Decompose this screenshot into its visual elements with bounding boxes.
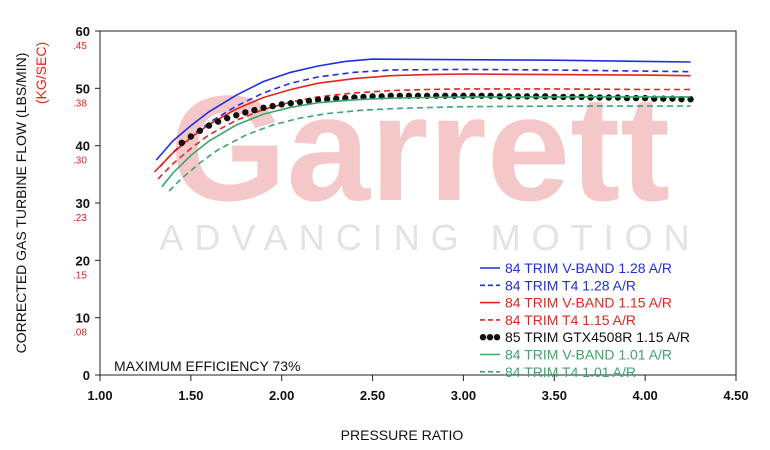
- legend-label: 84 TRIM T4 1.28 A/R: [505, 277, 636, 293]
- legend-label: 84 TRIM V-BAND 1.28 A/R: [505, 260, 672, 276]
- x-tick-label: 4.50: [723, 388, 748, 403]
- x-tick-label: 1.00: [87, 388, 112, 403]
- data-point: [369, 93, 376, 100]
- data-point: [178, 139, 185, 146]
- data-point: [196, 127, 204, 134]
- data-point: [623, 94, 631, 102]
- data-point: [296, 98, 304, 106]
- series-line-1: [159, 68, 691, 168]
- data-point: [632, 94, 640, 102]
- x-axis-ticks: 1.00 1.50 2.00 2.50 3.00 3.50 4.00 4.50: [87, 375, 749, 403]
- data-point: [305, 97, 313, 105]
- legend-label: 84 TRIM T4 1.15 A/R: [505, 312, 636, 328]
- y-tick-label: 20: [76, 253, 90, 268]
- legend-marker-dot: [486, 334, 494, 341]
- x-tick-label: 1.50: [178, 388, 203, 403]
- data-point: [333, 95, 340, 102]
- data-point: [242, 109, 249, 116]
- x-tick-label: 4.00: [632, 388, 657, 403]
- y-tick-label-secondary: .38: [73, 98, 87, 109]
- x-tick-label: 2.50: [360, 388, 385, 403]
- series-line-0: [155, 58, 691, 161]
- series-line-5: [161, 96, 691, 188]
- data-point: [251, 106, 258, 114]
- data-point: [641, 94, 649, 102]
- data-point: [487, 92, 494, 99]
- y-tick-label-secondary: .08: [73, 328, 87, 339]
- legend-label: 85 TRIM GTX4508R 1.15 A/R: [505, 329, 690, 345]
- y-tick-label-secondary: .15: [73, 270, 87, 281]
- data-point: [278, 101, 285, 108]
- y-tick-label-secondary: .23: [73, 213, 87, 224]
- x-tick-label: 2.00: [269, 388, 294, 403]
- data-point: [460, 92, 467, 99]
- watermark: Garrett ADVANCING MOTION: [159, 64, 700, 258]
- data-point: [269, 102, 276, 110]
- y-axis-title: CORRECTED GAS TURBINE FLOW (LBS/MIN): [13, 53, 29, 354]
- y-tick-label: 0: [83, 368, 90, 383]
- data-point: [187, 133, 195, 140]
- y-tick-label-secondary: .45: [73, 41, 87, 52]
- chart-legend: 84 TRIM V-BAND 1.28 A/R84 TRIM T4 1.28 A…: [479, 260, 690, 380]
- y-axis-title-secondary: (KG/SEC): [33, 42, 49, 104]
- series-layer: [153, 58, 694, 192]
- y-tick-label: 50: [76, 81, 90, 96]
- data-point: [451, 92, 458, 99]
- watermark-logo: Garrett: [170, 64, 670, 232]
- x-tick-label: 3.50: [542, 388, 567, 403]
- data-point: [233, 112, 240, 119]
- legend-marker-dot: [479, 334, 487, 341]
- legend-marker-dot: [493, 334, 501, 341]
- series-line-2: [153, 73, 691, 173]
- legend-label: 84 TRIM T4 1.01 A/R: [505, 364, 636, 380]
- x-axis-title: PRESSURE RATIO: [341, 427, 464, 443]
- max-efficiency-annotation: MAXIMUM EFFICIENCY 73%: [114, 358, 300, 374]
- y-tick-label: 60: [76, 24, 90, 39]
- y-axis-ticks: 0 10 20 30 40 50 60 .08 .15 .23 .30 .38 .45: [73, 24, 100, 383]
- data-point: [260, 104, 267, 112]
- data-point: [214, 118, 222, 125]
- data-point: [314, 96, 322, 104]
- y-tick-label: 30: [76, 196, 90, 211]
- data-point: [205, 122, 213, 129]
- data-point: [478, 92, 485, 99]
- legend-label: 84 TRIM V-BAND 1.01 A/R: [505, 347, 672, 363]
- data-point: [287, 100, 294, 107]
- watermark-tagline: ADVANCING MOTION: [159, 217, 700, 258]
- data-point: [469, 92, 476, 99]
- y-tick-label: 10: [76, 311, 90, 326]
- x-tick-label: 3.00: [451, 388, 476, 403]
- data-point: [323, 96, 331, 103]
- data-point: [224, 114, 231, 122]
- y-tick-label-secondary: .30: [73, 156, 87, 167]
- legend-label: 84 TRIM V-BAND 1.15 A/R: [505, 295, 672, 311]
- y-tick-label: 40: [76, 139, 90, 154]
